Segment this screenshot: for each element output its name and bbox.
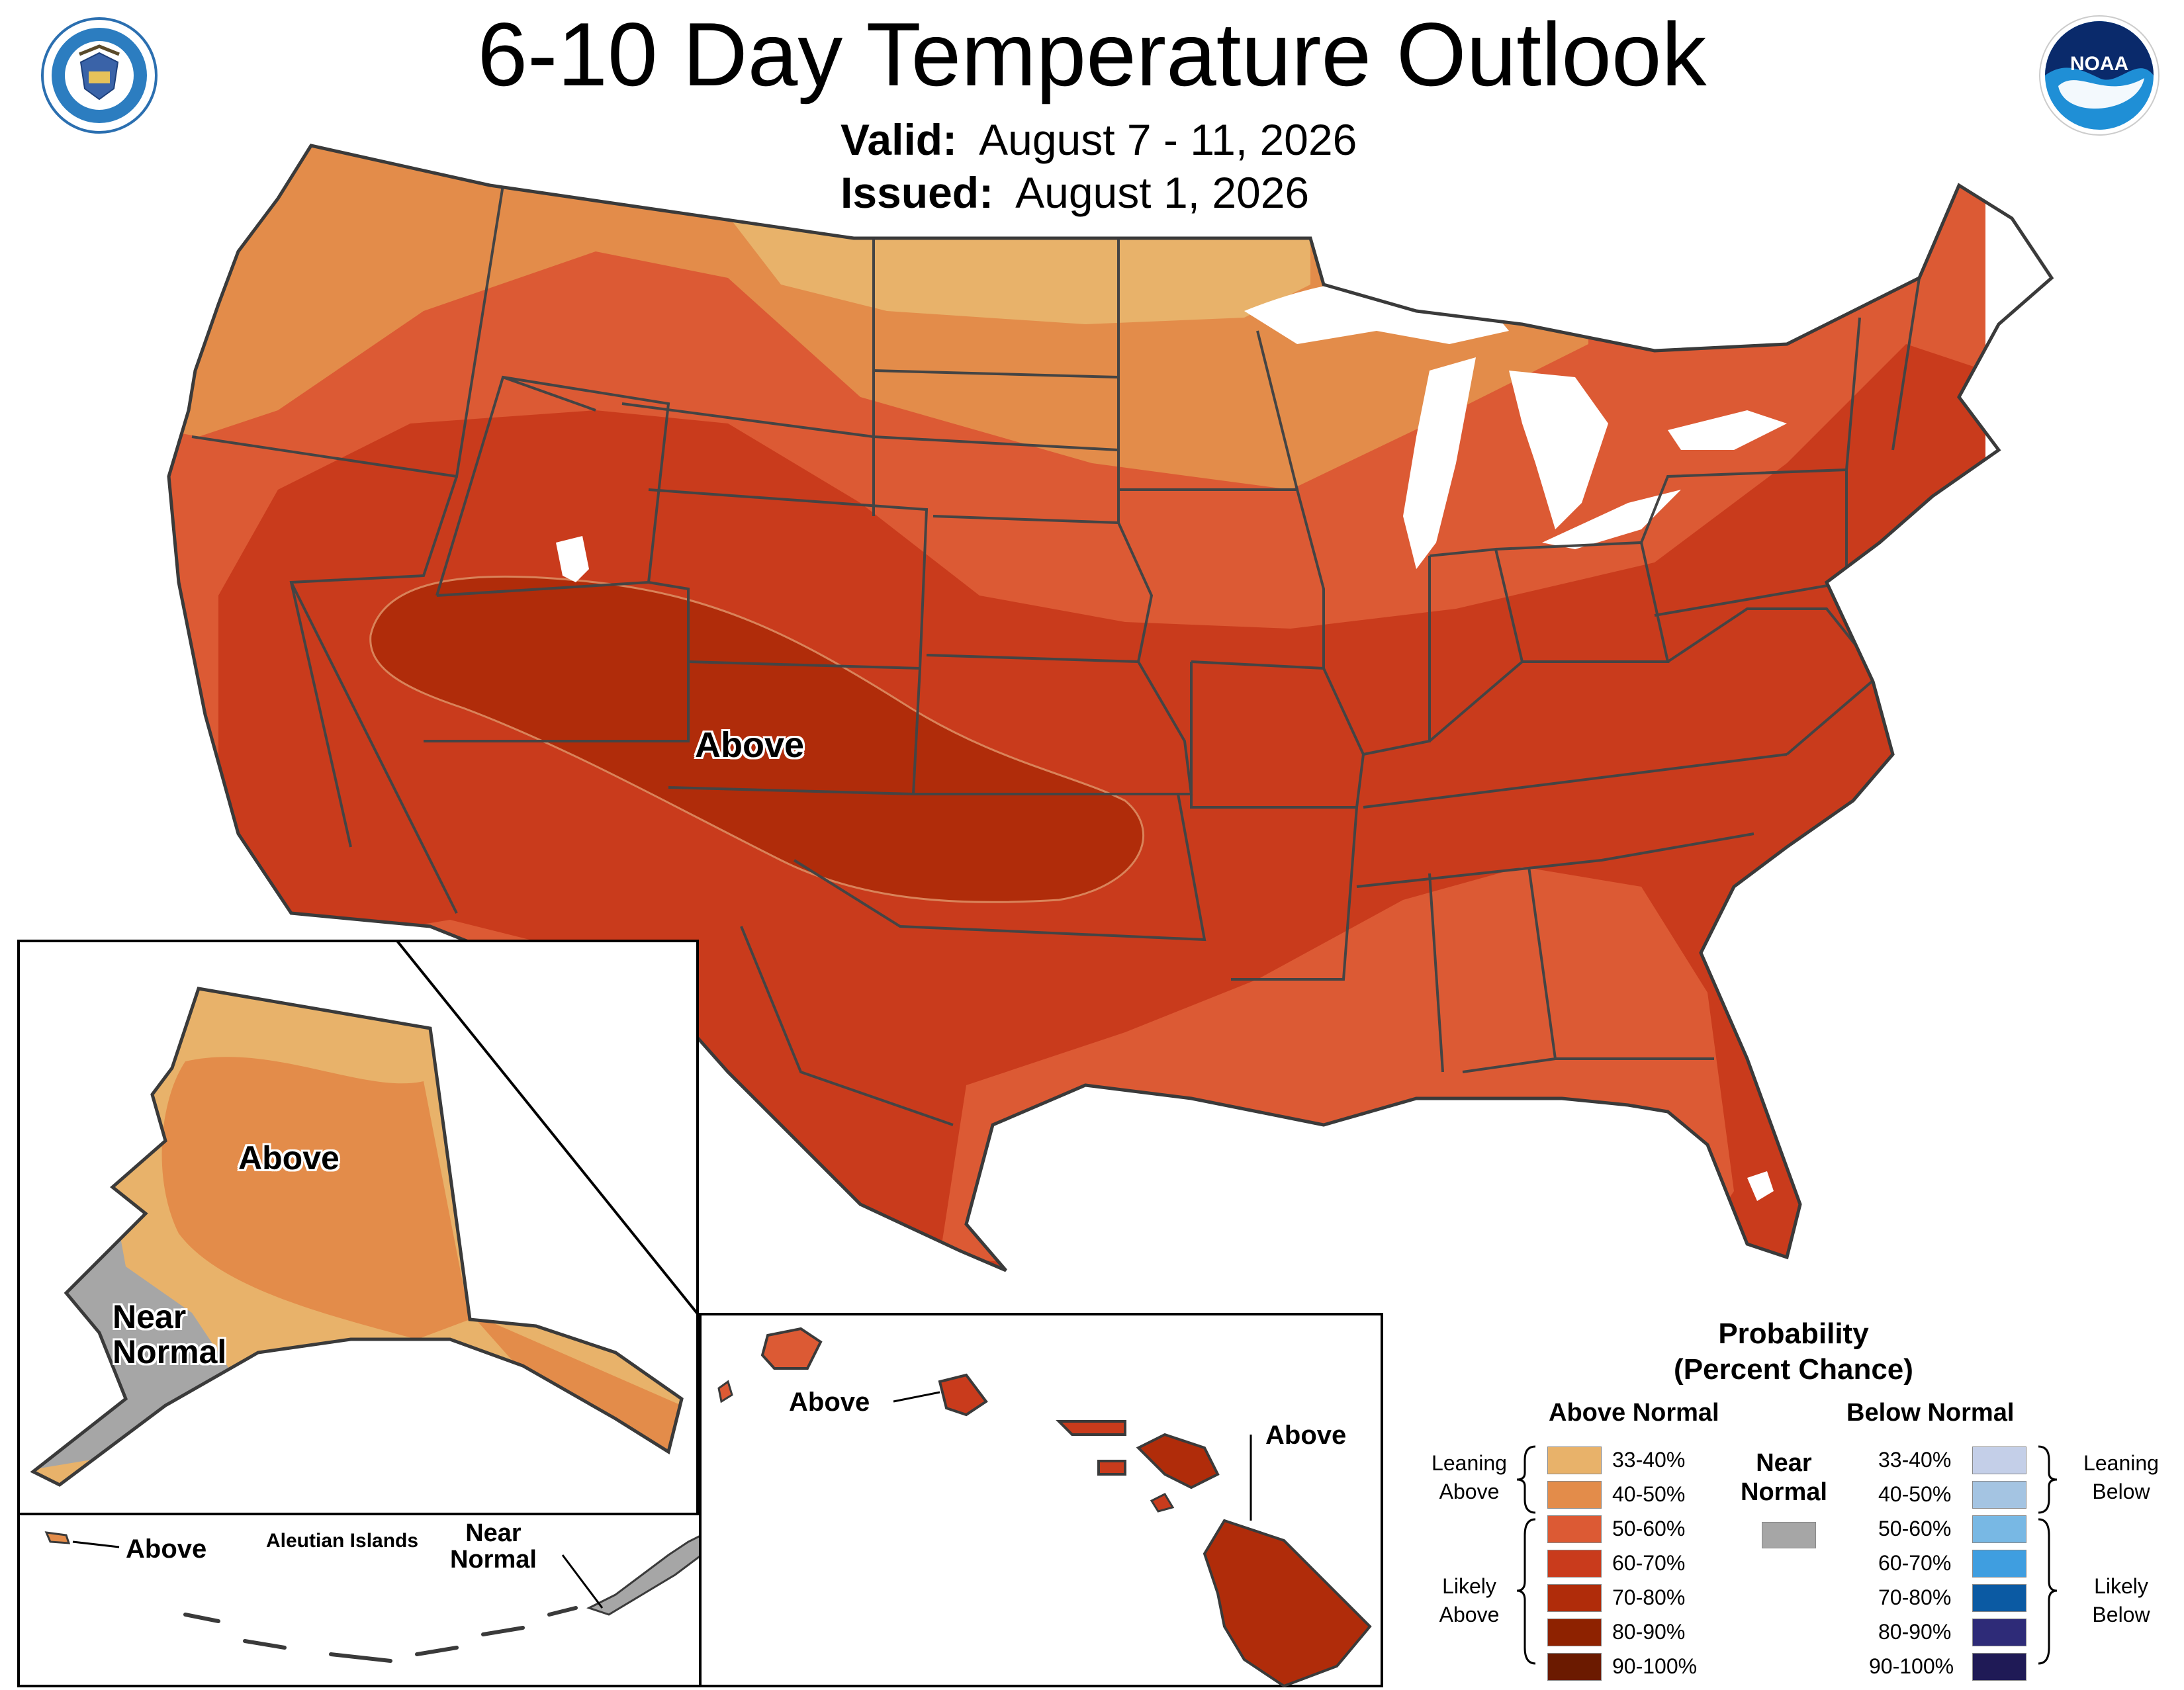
hawaii-above-west-leader [893, 1391, 940, 1403]
legend-above-50-60-label: 50-60% [1612, 1517, 1686, 1540]
legend-braces [1516, 1445, 2058, 1665]
above-70-80-region [369, 575, 1144, 903]
legend-below-90-100-label: 90-100% [1869, 1654, 1954, 1678]
legend-above-40-50-swatch [1547, 1481, 1602, 1509]
legend-above-60-70-label: 60-70% [1612, 1551, 1686, 1575]
legend-below-90-100-swatch [1972, 1653, 2026, 1681]
legend-below-header: Below Normal [1846, 1399, 2015, 1427]
legend-near-normal-label: Near Normal [1741, 1449, 1827, 1506]
oahu-island [938, 1373, 988, 1417]
lake-erie [1542, 490, 1681, 549]
legend-above-90-100-swatch [1547, 1653, 1602, 1681]
legend-leaning-above-label: Leaning Above [1432, 1451, 1507, 1504]
legend-below-70-80-swatch [1972, 1584, 2026, 1612]
alaska-panhandle-40-50 [470, 1313, 682, 1458]
lake-okeechobee [1747, 1171, 1774, 1201]
aleutian-inset: Above Aleutian Islands Near Normal [17, 1513, 703, 1687]
aleutian-map [44, 1531, 703, 1663]
lake-michigan [1403, 357, 1476, 569]
legend-above-80-90-label: 80-90% [1612, 1620, 1686, 1644]
legend-below-80-90-swatch [1972, 1619, 2026, 1646]
legend-below-60-70-label: 60-70% [1878, 1551, 1952, 1575]
legend-above-header: Above Normal [1549, 1399, 1719, 1427]
aleutian-west-islands [44, 1531, 71, 1544]
kauai-island [760, 1327, 823, 1370]
issued-date-line: Issued: August 1, 2026 [841, 171, 1309, 214]
legend-above-90-100-label: 90-100% [1612, 1654, 1698, 1678]
alaska-map [30, 987, 684, 1487]
conus-outline [167, 144, 2054, 1272]
alaska-inset: Above Near Normal [17, 940, 699, 1515]
big-island [1203, 1519, 1372, 1688]
aleutian-near-normal-leader [561, 1554, 604, 1609]
page-title: 6-10 Day Temperature Outlook [477, 4, 1707, 105]
legend-below-40-50-swatch [1972, 1481, 2026, 1509]
aleutian-near-normal-label: Near Normal [450, 1519, 537, 1574]
legend-below-50-60-swatch [1972, 1515, 2026, 1543]
lake-huron [1509, 371, 1608, 529]
legend-below-33-40-label: 33-40% [1878, 1448, 1952, 1472]
legend-below-70-80-label: 70-80% [1878, 1585, 1952, 1609]
legend-title-line2: (Percent Chance) [1674, 1353, 1913, 1386]
hawaii-above-east-label: Above [1265, 1421, 1347, 1450]
alaska-40-50-region [161, 1057, 471, 1339]
great-salt-lake [556, 536, 589, 582]
alaska-above-label: Above [238, 1139, 340, 1177]
aleutian-chain [183, 1606, 578, 1663]
legend-above-60-70-swatch [1547, 1550, 1602, 1578]
legend-near-normal-swatch [1762, 1522, 1816, 1548]
legend-below-80-90-label: 80-90% [1878, 1620, 1952, 1644]
commerce-seal-logo [41, 17, 158, 134]
legend-below-40-50-label: 40-50% [1878, 1482, 1952, 1506]
molokai-island [1056, 1420, 1126, 1436]
lanai-island [1097, 1460, 1126, 1476]
valid-value: August 7 - 11, 2026 [979, 115, 1357, 164]
aleutian-above-leader [72, 1540, 120, 1548]
legend-below-50-60-label: 50-60% [1878, 1517, 1952, 1540]
legend-likely-below-label: Likely Below [2092, 1574, 2150, 1627]
alaska-outline [30, 987, 684, 1487]
issued-value: August 1, 2026 [1015, 168, 1310, 217]
legend-above-80-90-swatch [1547, 1619, 1602, 1646]
legend-below-60-70-swatch [1972, 1550, 2026, 1578]
state-borders [191, 185, 1921, 1126]
kahoolawe-island [1150, 1493, 1175, 1513]
lake-ontario [1668, 410, 1787, 450]
legend-likely-above-label: Likely Above [1439, 1574, 1500, 1627]
legend: Probability (Percent Chance) Above Norma… [1403, 1317, 2184, 1687]
conus-above-label: Above [695, 725, 805, 765]
noaa-logo: NOAA [2039, 15, 2160, 136]
niihau-island [717, 1380, 733, 1403]
legend-above-40-50-label: 40-50% [1612, 1482, 1686, 1506]
valid-label: Valid: [841, 115, 958, 164]
hawaii-inset: Above Above [699, 1313, 1383, 1688]
valid-date-line: Valid: August 7 - 11, 2026 [841, 118, 1357, 161]
hawaii-above-west-label: Above [789, 1388, 870, 1417]
legend-above-50-60-swatch [1547, 1515, 1602, 1543]
alaska-near-normal-label: Near Normal [113, 1298, 227, 1370]
legend-above-70-80-swatch [1547, 1584, 1602, 1612]
noaa-logo-text: NOAA [2070, 53, 2128, 75]
hawaii-map [717, 1327, 1372, 1688]
issued-label: Issued: [841, 168, 994, 217]
legend-above-33-40-label: 33-40% [1612, 1448, 1686, 1472]
aleutian-title: Aleutian Islands [266, 1530, 419, 1552]
legend-title-line1: Probability [1718, 1317, 1869, 1350]
legend-below-33-40-swatch [1972, 1446, 2026, 1474]
legend-above-70-80-label: 70-80% [1612, 1585, 1686, 1609]
legend-leaning-below-label: Leaning Below [2083, 1451, 2159, 1504]
maui-island [1136, 1433, 1220, 1490]
legend-above-33-40-swatch [1547, 1446, 1602, 1474]
aleutian-above-label: Above [126, 1534, 207, 1564]
